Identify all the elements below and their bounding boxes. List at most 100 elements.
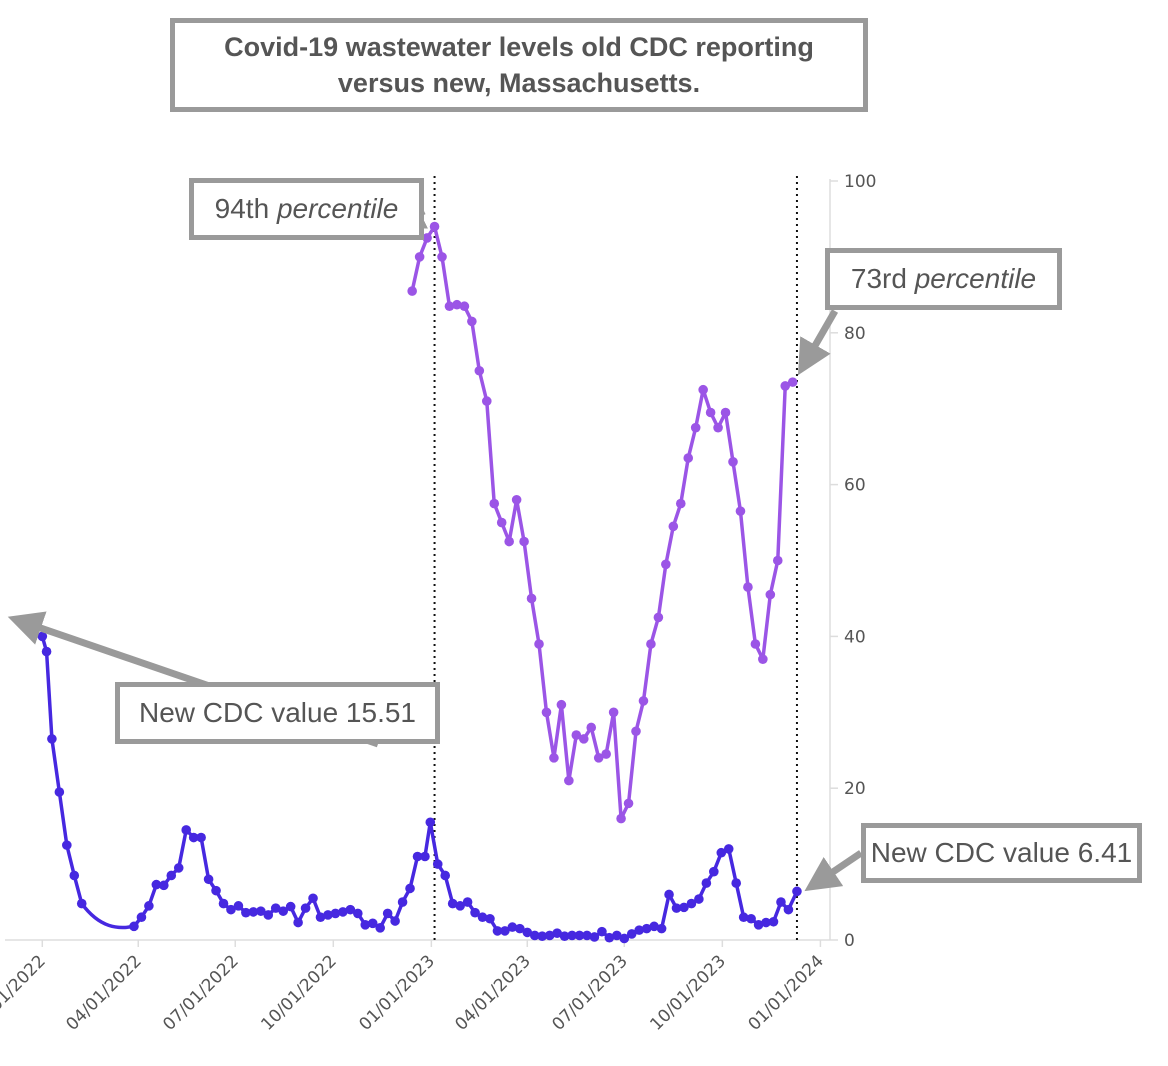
data-point-new	[761, 917, 771, 928]
data-point-old	[720, 407, 731, 418]
series-line-old	[410, 224, 795, 821]
data-point-old	[422, 233, 432, 243]
data-point-old	[556, 699, 567, 710]
data-point-old	[586, 722, 597, 733]
data-point-new	[664, 889, 674, 900]
data-point-new	[507, 922, 518, 932]
annotation-peak-old-text: 94th percentile	[214, 193, 399, 224]
data-point-old	[474, 365, 485, 376]
data-point-old	[743, 582, 753, 592]
data-point-new	[656, 923, 667, 934]
data-point-old	[519, 536, 529, 547]
data-point-new	[181, 825, 192, 835]
data-point-new	[783, 904, 794, 915]
data-point-new	[522, 927, 533, 938]
data-point-new	[405, 883, 415, 894]
data-point-new	[686, 898, 697, 909]
data-point-old	[452, 299, 462, 310]
data-point-old	[690, 422, 701, 433]
data-point-new	[589, 932, 600, 942]
data-point-new	[390, 916, 400, 926]
data-point-new	[76, 898, 87, 909]
x-tick-label: 01/01/2022	[0, 951, 50, 1034]
data-point-new	[738, 912, 749, 923]
data-point-new	[612, 930, 622, 941]
data-point-old	[429, 221, 440, 232]
data-point-old	[638, 696, 649, 706]
data-point-new	[716, 847, 727, 858]
data-point-new	[420, 851, 430, 862]
annotation-peak-new: New CDC value 15.51	[115, 682, 440, 744]
data-point-new	[270, 903, 281, 913]
data-point-new	[173, 863, 184, 873]
data-point-new	[278, 906, 288, 916]
data-point-new	[323, 910, 333, 920]
data-point-old	[467, 316, 477, 327]
data-point-old	[713, 422, 723, 433]
x-tick-label: 04/01/2023	[451, 951, 534, 1034]
y-tick-label: 40	[844, 627, 866, 647]
y-tick-label: 100	[844, 172, 876, 192]
data-point-new	[649, 921, 659, 932]
data-point-old	[511, 494, 522, 505]
x-tick-label: 01/01/2024	[745, 951, 828, 1034]
annotation-last-new: New CDC value 6.41	[861, 823, 1142, 883]
data-point-old	[541, 707, 552, 718]
data-point-new	[604, 932, 615, 943]
series-old	[407, 221, 798, 824]
data-point-old	[698, 384, 708, 395]
y-tick-label: 0	[844, 931, 855, 951]
data-point-old	[504, 536, 514, 547]
data-point-new	[641, 923, 652, 934]
data-point-old	[496, 517, 507, 528]
data-point-new	[694, 894, 704, 904]
data-point-old	[437, 252, 447, 262]
data-point-new	[574, 930, 585, 941]
data-point-old	[526, 593, 537, 604]
data-point-old	[623, 798, 634, 809]
data-point-new	[462, 897, 473, 907]
data-point-new	[248, 907, 259, 917]
data-point-old	[653, 612, 664, 623]
data-point-new	[492, 926, 503, 936]
data-point-new	[345, 904, 356, 915]
data-point-new	[500, 926, 510, 936]
data-point-old	[787, 377, 798, 387]
data-point-new	[447, 898, 458, 909]
data-point-new	[241, 907, 251, 918]
data-point-old	[668, 521, 679, 532]
data-point-new	[634, 925, 645, 935]
data-point-old	[705, 407, 716, 418]
data-point-old	[616, 813, 626, 824]
data-point-new	[360, 920, 371, 930]
arrow-last-old	[797, 309, 839, 376]
data-point-new	[440, 870, 451, 881]
data-point-new	[455, 901, 465, 911]
data-point-old	[534, 639, 544, 649]
data-point-new	[203, 874, 214, 885]
data-point-new	[432, 859, 443, 869]
data-point-new	[412, 851, 423, 862]
reference-lines	[433, 176, 798, 940]
x-tick-label: 07/01/2023	[548, 951, 631, 1034]
data-point-new	[54, 787, 65, 797]
annotation-last-old-text: 73rd percentile	[850, 263, 1037, 294]
data-point-old	[735, 506, 746, 516]
data-point-new	[285, 901, 296, 912]
data-point-new	[768, 916, 779, 927]
data-point-new	[619, 933, 630, 944]
arrow-last-new	[804, 850, 863, 892]
data-point-new	[375, 923, 385, 933]
data-point-new	[226, 904, 236, 915]
data-point-new	[709, 866, 719, 877]
series-layer	[37, 221, 802, 944]
annotation-arrows	[7, 197, 863, 892]
data-point-new	[330, 908, 341, 919]
data-point-old	[601, 749, 611, 759]
data-point-old	[608, 707, 619, 718]
data-point-new	[293, 917, 303, 928]
series-new	[37, 631, 802, 944]
data-point-new	[41, 646, 52, 657]
data-point-old	[407, 286, 417, 296]
data-point-new	[701, 878, 712, 888]
